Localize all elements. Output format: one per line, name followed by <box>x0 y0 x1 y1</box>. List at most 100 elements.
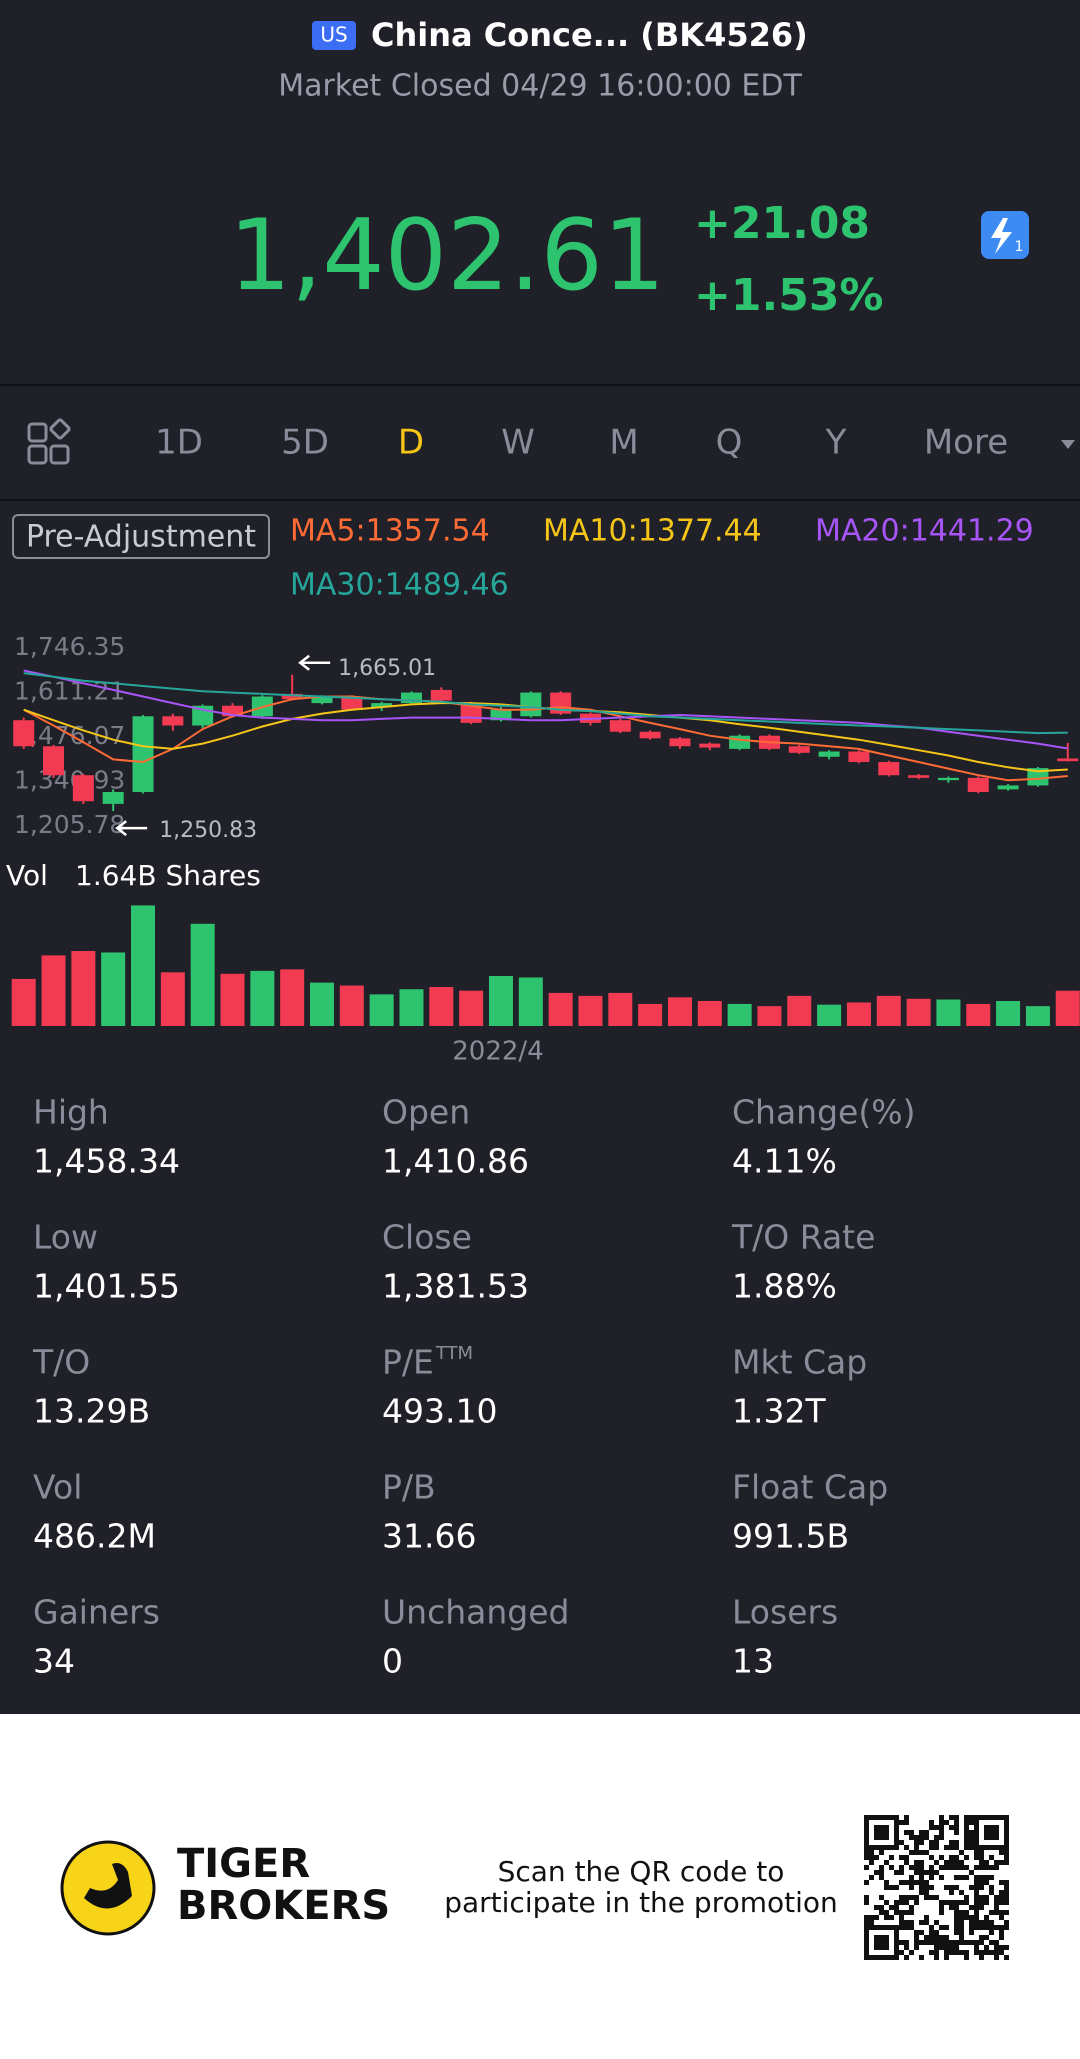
qr-module <box>879 1910 884 1915</box>
qr-module <box>979 1900 984 1905</box>
candle-body <box>490 709 512 721</box>
qr-module <box>1004 1840 1009 1845</box>
qr-module <box>864 1925 869 1930</box>
qr-module <box>899 1940 904 1945</box>
qr-module <box>944 1940 949 1945</box>
qr-module <box>864 1935 869 1940</box>
qr-module <box>919 1865 924 1870</box>
stat-value: 1,410.86 <box>382 1142 529 1181</box>
qr-module <box>994 1945 999 1950</box>
qr-module <box>904 1860 909 1865</box>
period-tab[interactable]: W <box>501 423 535 463</box>
qr-module <box>999 1930 1004 1935</box>
period-tab[interactable]: Q <box>716 423 743 463</box>
qr-module <box>964 1835 969 1840</box>
qr-module <box>1004 1860 1009 1865</box>
qr-module <box>924 1915 929 1920</box>
price: 1,402.61 <box>229 199 665 313</box>
qr-module <box>964 1895 969 1900</box>
qr-module <box>894 1925 899 1930</box>
volume-bar <box>131 905 156 1026</box>
qr-module <box>1004 1945 1009 1950</box>
qr-module <box>974 1915 979 1920</box>
qr-module <box>1004 1925 1009 1930</box>
qr-module <box>869 1850 874 1855</box>
qr-module <box>864 1930 869 1935</box>
qr-module <box>904 1815 909 1820</box>
volume-value: 1.64B Shares <box>75 859 261 892</box>
market-badge <box>312 21 356 50</box>
qr-module <box>949 1905 954 1910</box>
qr-module <box>964 1825 969 1830</box>
layout-icon[interactable] <box>27 418 71 465</box>
qr-module <box>939 1940 944 1945</box>
qr-module <box>894 1950 899 1955</box>
qr-module <box>964 1840 969 1845</box>
qr-module <box>914 1840 919 1845</box>
candle-body <box>669 738 691 747</box>
qr-module <box>879 1925 884 1930</box>
qr-module <box>954 1815 959 1820</box>
qr-module <box>959 1865 964 1870</box>
qr-module <box>884 1835 889 1840</box>
period-tab[interactable]: M <box>609 423 638 463</box>
period-tab[interactable]: 5D <box>281 423 329 463</box>
volume-bar <box>399 989 424 1026</box>
qr-module <box>914 1900 919 1905</box>
qr-module <box>919 1875 924 1880</box>
candle-body <box>1027 768 1049 786</box>
y-tick-label: 1,205.78 <box>14 810 125 839</box>
qr-module <box>974 1890 979 1895</box>
more-arrow[interactable] <box>1061 440 1075 449</box>
title: China Conce... (BK4526) <box>371 16 808 54</box>
qr-module <box>914 1940 919 1945</box>
qr-module <box>974 1925 979 1930</box>
high-label: 1,665.01 <box>338 656 436 681</box>
qr-module <box>999 1850 1004 1855</box>
qr-module <box>864 1830 869 1835</box>
qr-module <box>989 1930 994 1935</box>
qr-module <box>994 1940 999 1945</box>
qr-module <box>909 1910 914 1915</box>
qr-module <box>989 1845 994 1850</box>
qr-module <box>959 1900 964 1905</box>
period-tab[interactable]: 1D <box>155 423 203 463</box>
period-tab[interactable]: Y <box>825 423 847 463</box>
volume-bar <box>459 990 484 1026</box>
qr-module <box>884 1915 889 1920</box>
qr-module <box>919 1930 924 1935</box>
qr-module <box>924 1830 929 1835</box>
qr-module <box>954 1905 959 1910</box>
qr-module <box>929 1885 934 1890</box>
qr-module <box>989 1815 994 1820</box>
qr-module <box>899 1915 904 1920</box>
volume-bar <box>697 1001 722 1026</box>
qr-module <box>884 1900 889 1905</box>
qr-module <box>869 1920 874 1925</box>
qr-module <box>994 1845 999 1850</box>
qr-module <box>959 1890 964 1895</box>
qr-module <box>894 1885 899 1890</box>
flash-badge: 1 <box>1015 239 1024 255</box>
candle-body <box>341 696 363 710</box>
period-tab[interactable]: D <box>398 423 424 463</box>
qr-module <box>989 1865 994 1870</box>
qr-module <box>989 1890 994 1895</box>
candle-body <box>311 696 333 704</box>
qr-module <box>919 1835 924 1840</box>
qr-module <box>944 1950 949 1955</box>
qr-module <box>939 1875 944 1880</box>
qr-module <box>1004 1890 1009 1895</box>
adjust-button[interactable] <box>12 514 270 559</box>
ma-legend: MA5:1357.54 <box>290 514 490 549</box>
qr-module <box>999 1950 1004 1955</box>
adjust-label[interactable]: Pre-Adjustment <box>26 520 256 555</box>
period-tab[interactable]: More <box>924 423 1008 463</box>
qr-module <box>989 1830 994 1835</box>
candle-body <box>13 720 35 747</box>
qr-module <box>944 1820 949 1825</box>
qr-module <box>864 1835 869 1840</box>
candle-body <box>699 743 721 748</box>
qr-module <box>949 1825 954 1830</box>
qr-module <box>1004 1815 1009 1820</box>
